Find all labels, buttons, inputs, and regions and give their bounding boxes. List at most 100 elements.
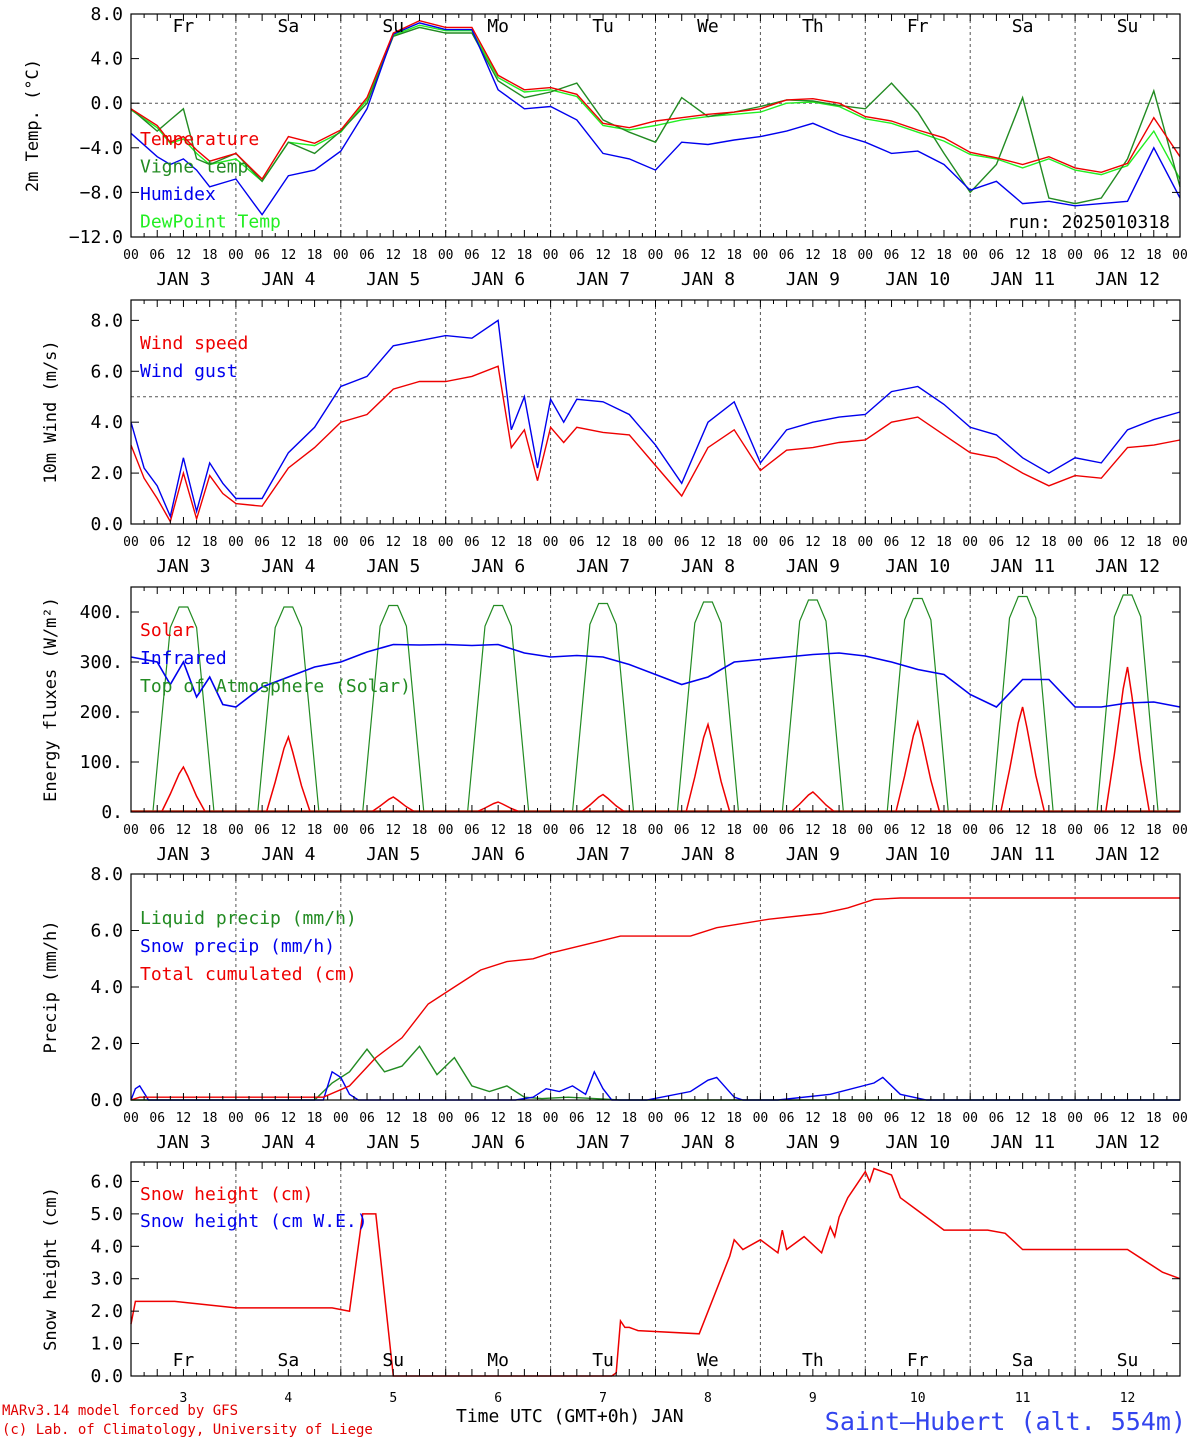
x-hour-label: 06	[884, 823, 900, 838]
x-date-label: JAN 12	[1095, 556, 1160, 577]
x-hour-label: 06	[254, 1111, 270, 1126]
x-hour-label: 00	[753, 823, 769, 838]
day-name-label: We	[697, 1350, 719, 1371]
day-name-label: Sa	[1012, 16, 1034, 37]
y-tick-label: 4.0	[90, 1236, 123, 1257]
x-hour-label: 12	[1015, 823, 1031, 838]
x-hour-label: 00	[123, 535, 139, 550]
x-hour-label: 06	[464, 823, 480, 838]
series-total-precip	[130, 897, 1180, 1101]
x-hour-label: 00	[857, 535, 873, 550]
x-hour-label: 06	[1093, 1111, 1109, 1126]
x-hour-label: 06	[674, 248, 690, 263]
x-date-label: JAN 7	[576, 269, 630, 290]
x-date-label: JAN 11	[990, 269, 1055, 290]
y-tick-label: 1.0	[90, 1334, 123, 1355]
x-hour-label: 12	[805, 823, 821, 838]
x-hour-label: 06	[359, 535, 375, 550]
day-name-label: Fr	[907, 16, 929, 37]
x-hour-label: 18	[202, 535, 218, 550]
x-hour-label: 06	[884, 1111, 900, 1126]
x-hour-label: 18	[307, 535, 323, 550]
day-name-label: Th	[802, 1350, 824, 1371]
x-hour-label: 00	[962, 248, 978, 263]
x-date-label: JAN 3	[156, 844, 210, 865]
day-name-label: Sa	[1012, 1350, 1034, 1371]
x-date-label: JAN 8	[681, 1132, 735, 1153]
x-hour-label: 00	[753, 1111, 769, 1126]
x-hour-label: 18	[936, 535, 952, 550]
x-date-label: JAN 3	[156, 269, 210, 290]
y-tick-label: 8.0	[90, 864, 123, 885]
x-hour-label: 12	[176, 248, 192, 263]
x-hour-label: 18	[831, 1111, 847, 1126]
x-hour-label: 00	[648, 248, 664, 263]
x-hour-label: 00	[228, 535, 244, 550]
y-tick-label: −8.0	[80, 182, 123, 203]
series-toa-solar-day	[781, 599, 844, 813]
x-hour-label: 18	[936, 248, 952, 263]
x-hour-label: 00	[543, 535, 559, 550]
x-date-label: JAN 11	[990, 844, 1055, 865]
x-hour-label: 00	[1067, 823, 1083, 838]
x-hour-label: 18	[202, 1111, 218, 1126]
x-day-number: 3	[180, 1391, 188, 1406]
x-hour-label: 12	[385, 535, 401, 550]
series-solar-day	[1104, 666, 1151, 813]
series-toa-solar-day	[1096, 594, 1159, 813]
x-hour-label: 12	[281, 248, 297, 263]
x-hour-label: 06	[989, 1111, 1005, 1126]
x-date-label: JAN 7	[576, 1132, 630, 1153]
x-day-number: 6	[494, 1391, 502, 1406]
x-hour-label: 00	[857, 1111, 873, 1126]
x-hour-label: 06	[149, 248, 165, 263]
day-name-label: Sa	[278, 1350, 300, 1371]
x-hour-label: 12	[1120, 535, 1136, 550]
x-date-label: JAN 9	[786, 269, 840, 290]
y-tick-label: 0.0	[90, 514, 123, 535]
x-hour-label: 12	[385, 1111, 401, 1126]
x-hour-label: 00	[333, 248, 349, 263]
x-hour-label: 12	[700, 1111, 716, 1126]
y-tick-label: 0.0	[90, 1366, 123, 1387]
x-hour-label: 18	[621, 248, 637, 263]
panel-3-frame	[130, 586, 1181, 813]
x-hour-label: 12	[490, 1111, 506, 1126]
x-hour-label: 00	[1172, 535, 1188, 550]
x-hour-label: 06	[674, 1111, 690, 1126]
x-hour-label: 06	[569, 1111, 585, 1126]
x-hour-label: 12	[490, 823, 506, 838]
x-hour-label: 18	[726, 823, 742, 838]
x-hour-label: 18	[621, 823, 637, 838]
x-date-label: JAN 4	[261, 556, 315, 577]
y-tick-label: 8.0	[90, 310, 123, 331]
y-tick-label: 2.0	[90, 1301, 123, 1322]
x-hour-label: 06	[149, 535, 165, 550]
legend-entry: Wind speed	[140, 333, 248, 354]
x-date-label: JAN 4	[261, 1132, 315, 1153]
y-tick-label: 6.0	[90, 361, 123, 382]
x-hour-label: 18	[1041, 1111, 1057, 1126]
x-date-label: JAN 10	[885, 269, 950, 290]
y-tick-label: 4.0	[90, 977, 123, 998]
day-name-label: Su	[1117, 16, 1139, 37]
x-hour-label: 18	[1146, 823, 1162, 838]
x-hour-label: 00	[1067, 1111, 1083, 1126]
x-hour-label: 00	[648, 535, 664, 550]
x-hour-label: 00	[438, 248, 454, 263]
x-date-label: JAN 4	[261, 844, 315, 865]
grid-layer	[131, 14, 1180, 1376]
y-tick-label: 6.0	[90, 921, 123, 942]
x-hour-label: 06	[359, 1111, 375, 1126]
x-hour-label: 12	[176, 1111, 192, 1126]
y-tick-label: 100.	[80, 752, 123, 773]
series-snow-height	[130, 1167, 1181, 1377]
y-tick-label: 2.0	[90, 1034, 123, 1055]
x-hour-label: 12	[281, 535, 297, 550]
x-hour-label: 12	[700, 823, 716, 838]
x-hour-label: 00	[438, 535, 454, 550]
x-hour-label: 12	[385, 823, 401, 838]
legend-entry: Humidex	[140, 184, 216, 205]
y-tick-label: 2.0	[90, 463, 123, 484]
x-hour-label: 00	[228, 823, 244, 838]
